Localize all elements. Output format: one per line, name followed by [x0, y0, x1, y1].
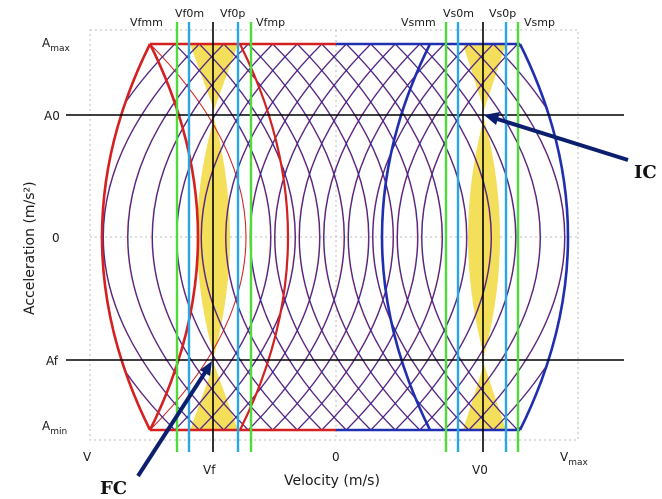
trajectory-curve: [198, 44, 296, 430]
trajectory-curve: [372, 44, 470, 430]
label-vfmm: Vfmm: [130, 16, 163, 29]
tick-zero-velocity: 0: [332, 450, 340, 464]
tick-v0: V0: [472, 463, 488, 477]
envelope: [100, 42, 570, 432]
envelope-red-bounds: [150, 42, 336, 432]
trajectory-curve: [199, 44, 296, 430]
trajectory-curve: [346, 44, 443, 430]
feasible-region: [190, 44, 238, 110]
trajectory-curve: [443, 44, 541, 430]
velocity-bound-lines: [175, 22, 520, 452]
trajectory-curve: [421, 44, 519, 430]
fc-arrow: [136, 369, 208, 478]
label-vsmm: Vsmm: [401, 16, 436, 29]
trajectory-curve: [348, 44, 445, 430]
trajectory-curve: [370, 44, 467, 430]
envelope-right-inner: [380, 43, 432, 431]
envelope-blue-bounds: [336, 42, 520, 432]
trajectory-curve: [321, 44, 418, 430]
trajectory-curve: [149, 44, 247, 430]
envelope-left: [100, 43, 152, 431]
envelope-right: [518, 43, 570, 431]
trajectory-curve: [321, 44, 419, 430]
trajectory-curve: [395, 44, 492, 430]
trajectory-curve: [223, 44, 320, 430]
ic-arrowhead: [484, 112, 500, 125]
label-vf0m: Vf0m: [175, 7, 204, 20]
trajectory-curve: [103, 44, 200, 430]
tick-zero-accel: 0: [52, 231, 60, 245]
trajectory-curve: [345, 44, 443, 430]
trajectory-curve: [370, 44, 468, 430]
trajectory-curve: [297, 44, 394, 430]
trajectory-curve: [493, 44, 568, 430]
tick-v-max: Vmax: [560, 450, 589, 468]
trajectory-curve: [127, 44, 225, 430]
fc-arrowhead: [200, 361, 212, 376]
trajectory-curve: [468, 44, 566, 430]
x-axis-title: Velocity (m/s): [284, 473, 380, 489]
trajectory-curve: [174, 44, 272, 430]
trajectory-curve: [397, 44, 494, 430]
trajectory-curve: [468, 44, 565, 430]
label-vs0m: Vs0m: [443, 7, 474, 20]
callout-fc: FC: [100, 478, 127, 499]
feasible-region: [468, 118, 500, 356]
trajectory-curve: [274, 44, 372, 430]
trajectory-curve: [225, 44, 323, 430]
feasible-region: [463, 44, 506, 110]
trajectory-curve: [248, 44, 345, 430]
feasible-region: [463, 364, 506, 430]
y-axis-title: Acceleration (m/s²): [22, 181, 38, 315]
tick-a-max: Amax: [42, 36, 71, 54]
ic-arrow: [493, 116, 629, 162]
trajectory-curve: [394, 44, 492, 430]
trajectory-curve: [247, 44, 345, 430]
trajectory-curve: [174, 44, 271, 430]
trajectory-curve: [323, 44, 421, 430]
callout-ic: IC: [634, 162, 657, 183]
envelope-red-mid: [239, 43, 289, 431]
label-vsmp: Vsmp: [524, 16, 555, 29]
trajectory-curve: [102, 44, 176, 430]
trajectory-curve: [272, 44, 369, 430]
label-vs0p: Vs0p: [489, 7, 516, 20]
curve-family: [102, 44, 568, 430]
label-vf0p: Vf0p: [220, 7, 245, 20]
tick-vf: Vf: [203, 463, 216, 477]
trajectory-curve: [492, 44, 568, 430]
trajectory-curve: [419, 44, 517, 430]
trajectory-curve: [223, 44, 321, 430]
tick-a-min: Amin: [42, 419, 67, 437]
plot-frame: [89, 29, 579, 441]
trajectory-curve: [272, 44, 370, 430]
tick-v-min: V: [83, 450, 92, 464]
envelope-left-inner: [148, 43, 200, 431]
label-vfmp: Vfmp: [256, 16, 285, 29]
trajectory-curve: [444, 44, 541, 430]
trajectory-curve: [299, 44, 396, 430]
feasible-region: [190, 364, 238, 430]
tick-a0: A0: [44, 109, 60, 123]
trajectory-curve: [419, 44, 516, 430]
tick-af: Af: [46, 354, 59, 368]
trajectory-curve: [296, 44, 394, 430]
